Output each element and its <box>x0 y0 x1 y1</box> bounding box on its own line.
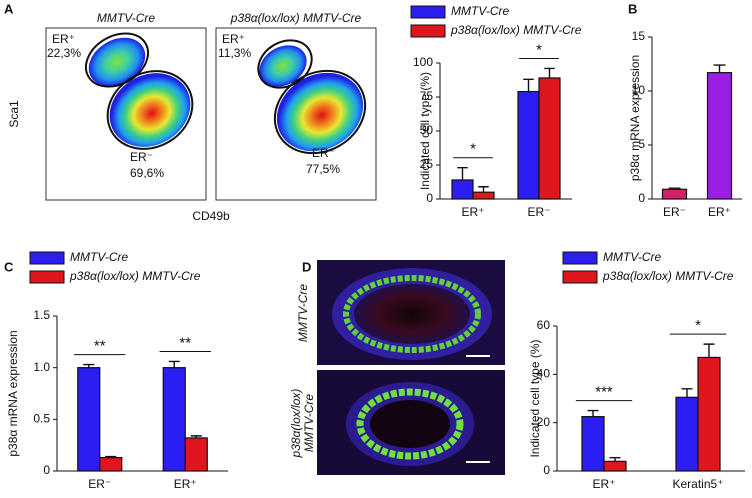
bar <box>675 396 699 472</box>
flow-gate-pct: 11,3% <box>218 46 251 60</box>
y-tick-label: 100 <box>413 55 433 69</box>
legend-label: MMTV-Cre <box>603 250 662 264</box>
significance-label: ** <box>179 334 191 351</box>
y-axis-label: Indicated cell type (%) <box>418 72 432 190</box>
micrograph <box>317 370 505 475</box>
y-axis-label: p38α mRNA expression <box>628 55 642 181</box>
y-tick-label: 1.0 <box>33 360 50 374</box>
x-tick-label: ER⁻ <box>88 477 111 491</box>
legend-swatch <box>562 270 598 284</box>
significance-label: *** <box>595 384 613 401</box>
legend-label: p38α(lox/lox) MMTV-Cre <box>69 269 201 283</box>
y-tick-label: 10 <box>632 83 646 97</box>
flow-x-label: CD49b <box>192 209 230 223</box>
flow-gate-pct: 22,3% <box>47 46 81 60</box>
y-tick-label: 75 <box>420 89 434 103</box>
panel-letter: C <box>4 259 14 274</box>
micrograph <box>317 260 505 365</box>
bar <box>77 367 101 472</box>
bar <box>99 456 123 472</box>
legend-swatch <box>29 270 65 284</box>
panel-letter: D <box>302 259 311 274</box>
flow-gate-label: ER⁺ <box>222 32 245 46</box>
error-bar <box>713 64 726 73</box>
significance-label: ** <box>94 338 106 355</box>
flow-plot: MMTV-Cre ER⁺ 22,3% ER⁻ 69,6% <box>45 11 207 201</box>
legend-label: MMTV-Cre <box>70 250 129 264</box>
y-tick-label: 0.5 <box>33 412 50 426</box>
y-axis-label: Indicated cell type (%) <box>528 339 542 457</box>
error-bar <box>478 186 489 193</box>
error-bar <box>668 187 681 190</box>
error-bar <box>105 455 117 458</box>
error-bar <box>609 457 621 462</box>
bar <box>184 437 208 472</box>
error-bar <box>587 409 599 417</box>
error-bar <box>523 78 534 92</box>
x-tick-label: ER⁺ <box>708 205 731 219</box>
significance-label: * <box>470 141 476 158</box>
image-label: MMTV-Cre <box>302 394 316 453</box>
flow-title: MMTV-Cre <box>97 11 156 25</box>
image-label: p38α(lox/lox) <box>289 389 303 459</box>
error-bar <box>544 67 555 78</box>
flow-gate-label: ER⁻ <box>130 150 153 164</box>
y-tick-label: 20 <box>537 415 551 429</box>
y-tick-label: 60 <box>537 318 551 332</box>
error-bar <box>703 343 715 358</box>
x-tick-label: ER⁻ <box>663 205 686 219</box>
flow-y-label: Sca1 <box>7 100 21 128</box>
legend-swatch <box>29 251 65 265</box>
y-tick-label: 0 <box>426 191 433 205</box>
y-tick-label: 5 <box>638 137 645 151</box>
flow-gate-label: ER⁻ <box>312 146 335 160</box>
error-bar <box>457 167 468 180</box>
x-tick-label: Keratin5⁺ <box>672 477 723 491</box>
bar <box>581 416 605 472</box>
x-tick-label: ER⁺ <box>592 477 615 491</box>
y-axis-label: p38α mRNA expression <box>6 330 20 456</box>
y-tick-label: 40 <box>537 367 551 381</box>
bar <box>451 179 474 200</box>
flow-gate-pct: 69,6% <box>130 166 164 180</box>
y-tick-label: 0 <box>543 463 550 477</box>
flow-gate-label: ER⁺ <box>52 32 75 46</box>
y-tick-label: 15 <box>632 29 646 43</box>
bar <box>538 77 561 200</box>
bar <box>517 90 540 200</box>
legend-swatch <box>410 24 446 38</box>
panel-letter: A <box>4 1 14 16</box>
y-tick-label: 25 <box>420 157 434 171</box>
legend-swatch <box>410 5 446 19</box>
error-bar <box>190 435 202 438</box>
y-tick-label: 1.5 <box>33 308 50 322</box>
legend-label: p38α(lox/lox) MMTV-Cre <box>602 269 734 283</box>
bar <box>162 367 186 472</box>
legend-swatch <box>562 251 598 265</box>
flow-gate-pct: 77,5% <box>306 162 340 176</box>
y-tick-label: 0 <box>43 463 50 477</box>
flow-title: p38α(lox/lox) MMTV-Cre <box>230 11 362 25</box>
bar <box>706 72 733 200</box>
image-label: MMTV-Cre <box>296 284 310 343</box>
bar <box>697 356 721 472</box>
panel-letter: B <box>628 1 637 16</box>
y-tick-label: 0 <box>638 191 645 205</box>
flow-plot: p38α(lox/lox) MMTV-Cre ER⁺ 11,3% ER⁻ 77,… <box>215 11 377 201</box>
error-bar <box>681 388 693 398</box>
legend-label: MMTV-Cre <box>451 4 510 18</box>
legend-label: p38α(lox/lox) MMTV-Cre <box>450 23 582 37</box>
bar <box>603 460 627 472</box>
x-tick-label: ER⁺ <box>461 205 484 219</box>
x-tick-label: ER⁺ <box>174 477 197 491</box>
bar <box>661 188 688 200</box>
error-bar <box>83 363 95 368</box>
x-tick-label: ER⁻ <box>527 205 550 219</box>
y-tick-label: 50 <box>420 123 434 137</box>
significance-label: * <box>536 41 542 58</box>
bar <box>472 191 495 200</box>
significance-label: * <box>695 317 701 334</box>
error-bar <box>168 360 180 368</box>
